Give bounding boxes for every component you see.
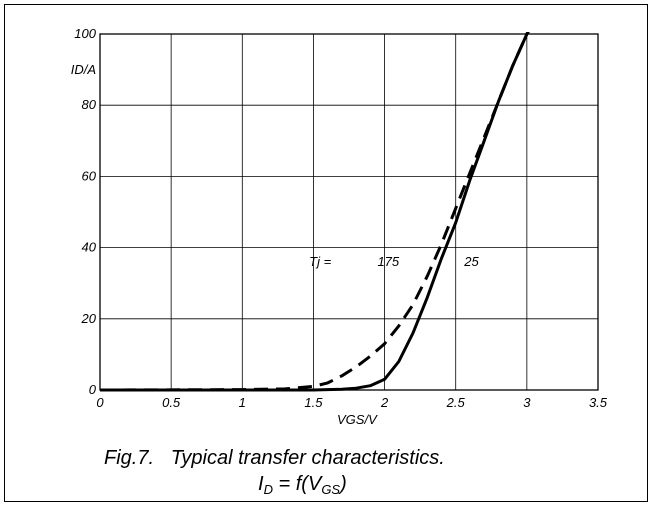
formula-subscript: GS (321, 482, 340, 497)
x-tick-label: 2 (380, 395, 389, 410)
formula-text: I (258, 473, 264, 495)
annotation-label: 25 (463, 254, 479, 269)
x-axis-label: VGS/V (337, 412, 378, 427)
y-tick-label: 20 (81, 311, 97, 326)
x-tick-label: 1 (239, 395, 246, 410)
annotation-label: Tj = (309, 254, 331, 269)
annotation-label: 175 (377, 254, 399, 269)
y-tick-label: 100 (74, 26, 96, 41)
formula-text: ) (338, 473, 347, 495)
formula-subscript: D (264, 482, 273, 497)
y-tick-labels: 0 20 40 60 80 100 (74, 26, 96, 397)
y-tick-label: 80 (82, 97, 97, 112)
x-tick-label: 0 (96, 395, 104, 410)
figure-formula: ID = f(VGS) (258, 473, 347, 497)
x-tick-label: 3.5 (589, 395, 608, 410)
figure-caption: Fig.7. Typical transfer characteristics. (104, 447, 445, 469)
formula-text: = f(V (273, 473, 323, 495)
series-line-25 (100, 32, 530, 392)
y-tick-label: 40 (82, 240, 97, 255)
grid (99, 33, 599, 391)
x-tick-label: 0.5 (162, 395, 181, 410)
x-tick-label: 1.5 (304, 395, 323, 410)
plot-area (99, 33, 599, 391)
x-tick-label: 3 (523, 395, 531, 410)
x-tick-label: 2.5 (446, 395, 466, 410)
annotations: Tj = 175 25 (309, 254, 479, 269)
series-layer (100, 32, 530, 392)
x-tick-labels: 0 0.5 1 1.5 2 2.5 3 3.5 (96, 395, 607, 410)
chart-frame (4, 4, 648, 502)
y-tick-label: 0 (89, 382, 97, 397)
series-line-175 (100, 32, 530, 392)
y-tick-label: 60 (82, 168, 97, 183)
y-axis-label: ID/A (71, 62, 96, 77)
